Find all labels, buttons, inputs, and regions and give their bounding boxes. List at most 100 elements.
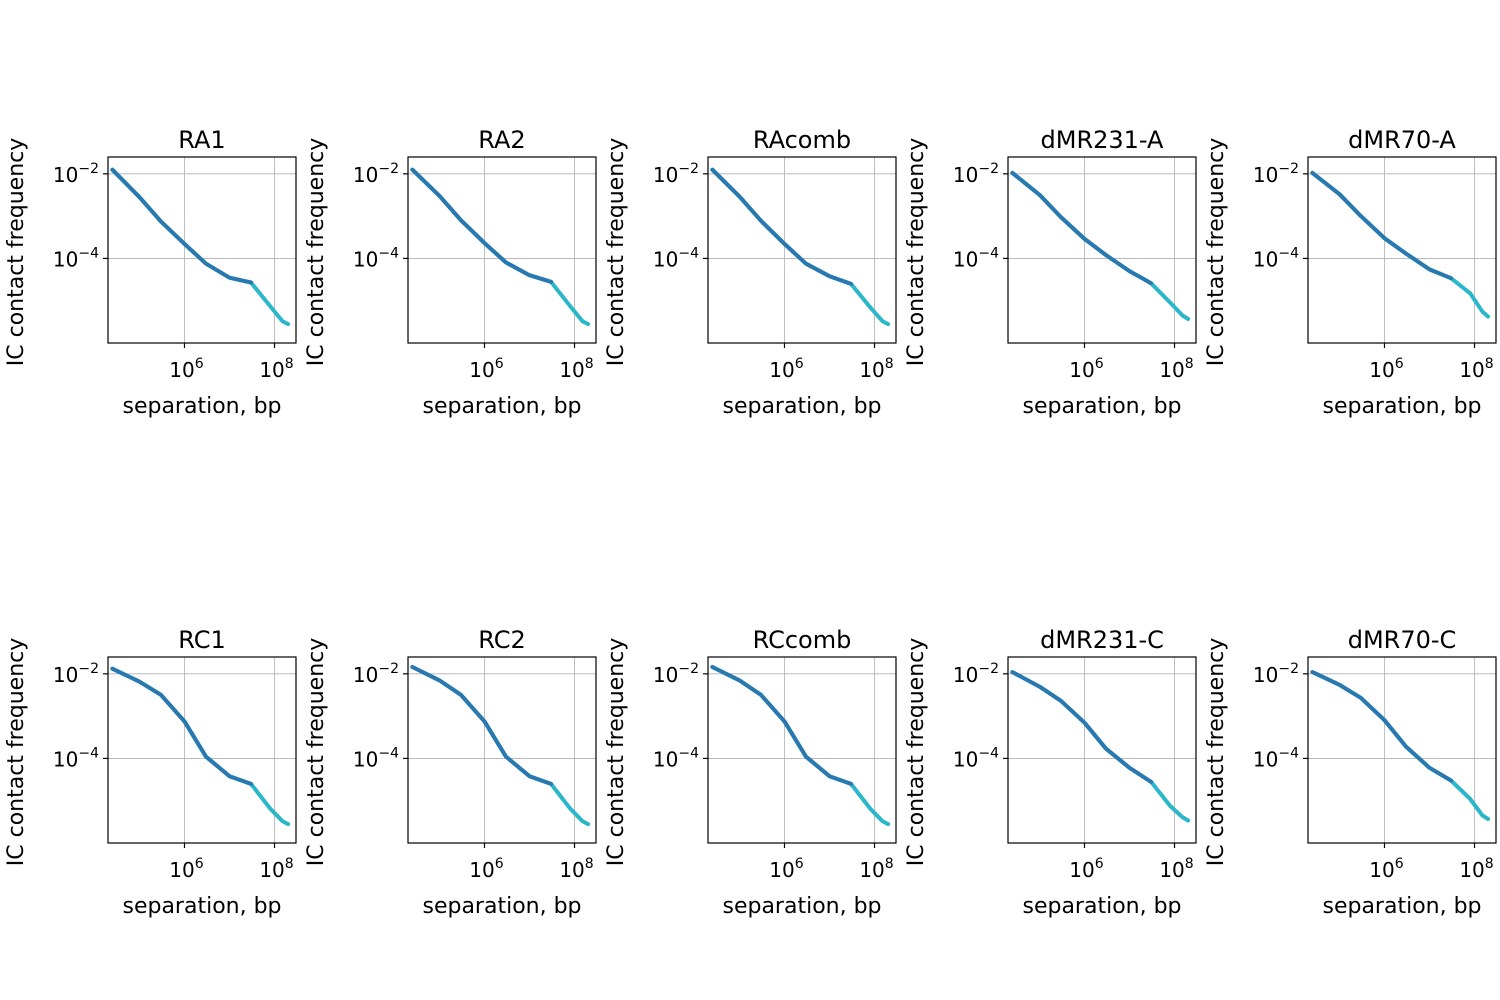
x-tick-label: 106 [1369,356,1403,382]
x-tick-label-base: 10 [1159,858,1184,882]
x-tick-label-exp: 8 [585,856,594,872]
x-tick-label-exp: 8 [885,856,894,872]
x-axis-label: separation, bp [122,394,281,419]
x-tick-label-exp: 8 [885,356,894,372]
x-tick-label-base: 10 [1069,858,1094,882]
x-tick-label: 106 [169,356,203,382]
subplot-title: RA2 [478,126,525,154]
series-line [710,665,853,786]
y-tick-label-exp: −2 [678,161,699,177]
y-tick-label-exp: −4 [78,245,99,261]
subplot-title: RA1 [178,126,225,154]
x-axis-label: separation, bp [1022,894,1181,919]
y-tick-label: 10−4 [53,745,99,771]
axes-frame [107,156,297,344]
x-tick-label: 108 [859,356,893,382]
y-tick-label-exp: −4 [978,745,999,761]
y-tick-label: 10−4 [353,745,399,771]
y-tick-label-base: 10 [1253,163,1278,187]
y-tick-label-base: 10 [353,163,378,187]
y-tick-label-exp: −2 [78,161,99,177]
axes-frame [1007,156,1197,344]
axes-frame [1307,656,1497,844]
y-tick-label-base: 10 [1253,747,1278,771]
y-axis-label: IC contact frequency [1204,638,1229,867]
y-tick-label-base: 10 [53,163,78,187]
x-tick-label: 108 [1159,856,1193,882]
x-tick-label-base: 10 [169,858,194,882]
subplot-title: dMR231-A [1041,126,1165,154]
y-tick-label: 10−4 [953,745,999,771]
x-tick-label: 108 [259,856,293,882]
series-line [410,167,553,284]
x-axis-label: separation, bp [122,894,281,919]
y-axis-label: IC contact frequency [4,138,29,367]
x-tick-label-base: 10 [259,858,284,882]
y-tick-label-exp: −4 [978,245,999,261]
x-axis-label: separation, bp [1322,394,1481,419]
y-tick-label: 10−2 [1253,661,1299,687]
x-tick-label-exp: 8 [1485,856,1494,872]
y-tick-label: 10−2 [953,661,999,687]
y-tick-label-exp: −4 [1278,245,1299,261]
subplot-title: dMR231-C [1040,626,1164,654]
subplot-title: dMR70-C [1348,626,1457,654]
y-tick-label-exp: −2 [978,161,999,177]
y-axis-label: IC contact frequency [4,638,29,867]
x-tick-label-base: 10 [1459,358,1484,382]
y-tick-label-exp: −4 [378,245,399,261]
y-tick-label-exp: −2 [678,661,699,677]
series-line [1310,170,1453,281]
x-tick-label: 106 [769,356,803,382]
y-axis-label: IC contact frequency [1204,138,1229,367]
y-tick-label-base: 10 [953,663,978,687]
x-tick-label: 106 [469,356,503,382]
series-line [710,167,853,286]
x-axis-label: separation, bp [422,394,581,419]
y-tick-label: 10−4 [1253,745,1299,771]
y-tick-label-base: 10 [53,663,78,687]
y-tick-label-exp: −4 [678,245,699,261]
y-tick-label-exp: −4 [678,745,699,761]
axes-frame [1007,656,1197,844]
series-line [1010,670,1153,784]
series-line [1310,670,1453,783]
y-tick-label-base: 10 [953,247,978,271]
y-tick-label-exp: −2 [1278,661,1299,677]
y-tick-label-base: 10 [953,747,978,771]
x-tick-label-base: 10 [1159,358,1184,382]
y-tick-label: 10−4 [353,245,399,271]
subplot-title: RC1 [178,626,226,654]
y-axis-label: IC contact frequency [604,638,629,867]
x-tick-label: 106 [769,856,803,882]
x-axis-label: separation, bp [722,894,881,919]
y-tick-label-exp: −2 [378,161,399,177]
x-tick-label-base: 10 [859,358,884,382]
y-axis-label: IC contact frequency [304,138,329,367]
x-tick-label-base: 10 [469,858,494,882]
y-tick-label-exp: −2 [78,661,99,677]
x-tick-label-exp: 8 [1185,356,1194,372]
y-tick-label-exp: −2 [378,661,399,677]
y-tick-label-base: 10 [653,747,678,771]
y-tick-label: 10−4 [53,245,99,271]
y-tick-label-base: 10 [953,163,978,187]
x-tick-label-base: 10 [559,358,584,382]
y-tick-label: 10−2 [653,661,699,687]
x-tick-label-exp: 8 [285,356,294,372]
subplot-title: RCcomb [753,626,852,654]
x-axis-label: separation, bp [422,894,581,919]
x-tick-label-base: 10 [169,358,194,382]
axes-frame [407,156,597,344]
x-tick-label: 108 [559,856,593,882]
x-tick-label: 108 [1459,356,1493,382]
